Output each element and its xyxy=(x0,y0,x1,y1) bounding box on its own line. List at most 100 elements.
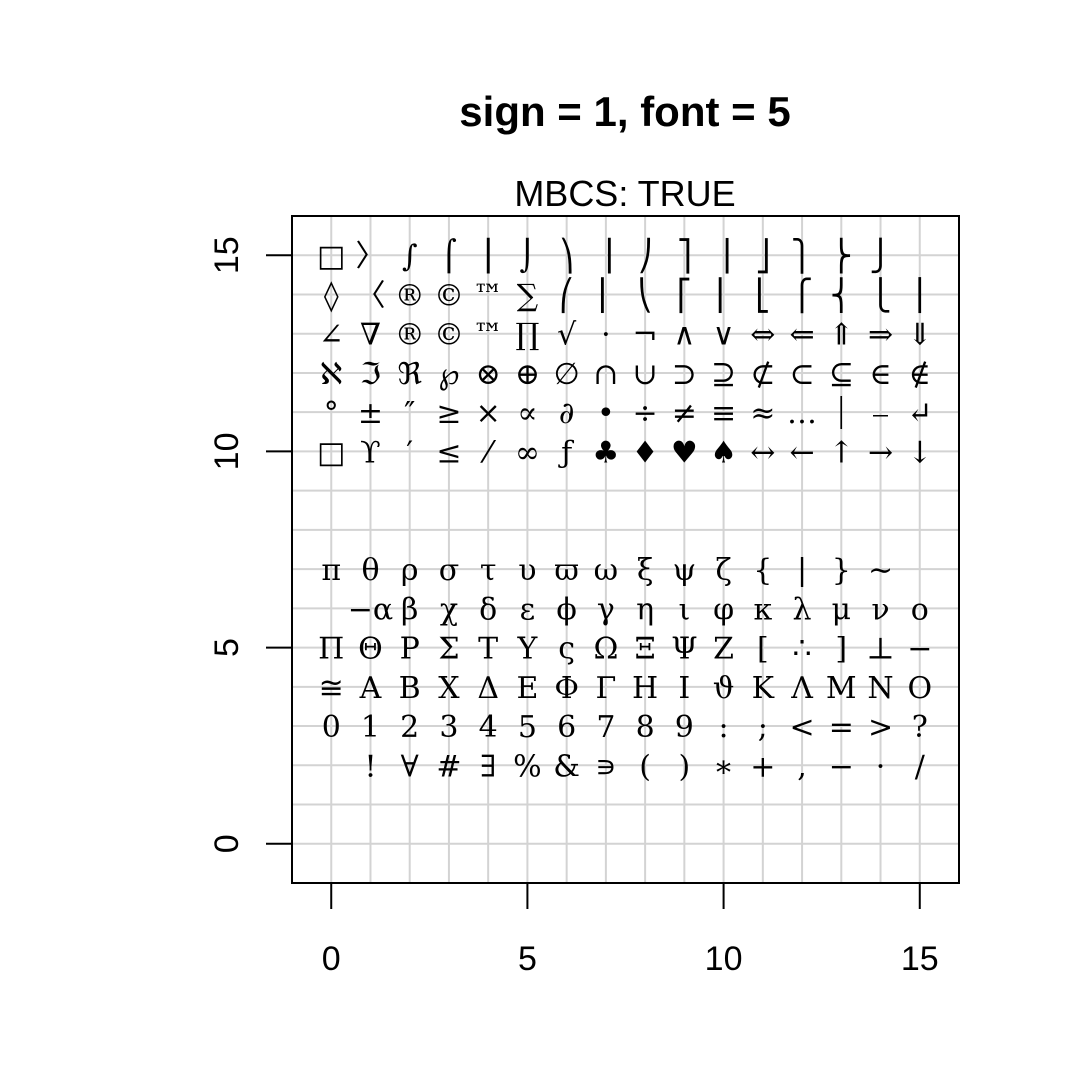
glyph-mark: ⇑ xyxy=(829,318,854,353)
glyph-mark: Ε xyxy=(516,671,538,706)
glyph-mark: Ι xyxy=(678,671,690,706)
glyph-mark: ⊂ xyxy=(789,357,814,392)
glyph-mark: 3 xyxy=(439,710,458,745)
glyph-mark: ς xyxy=(558,632,575,667)
y-axis: 0 5 10 15 xyxy=(208,236,293,853)
glyph-mark: ι xyxy=(678,592,690,627)
glyph-mark: ↔ xyxy=(750,435,775,470)
glyph-mark: γ xyxy=(597,592,615,627)
glyph-mark: ≅ xyxy=(319,671,344,706)
glyph-mark: Β xyxy=(399,671,421,706)
glyph-mark: ± xyxy=(358,396,383,431)
glyph-mark: χ xyxy=(440,592,458,627)
glyph-mark: □ xyxy=(317,239,345,274)
glyph-mark: ϒ xyxy=(360,435,381,470)
glyph-mark: ∈ xyxy=(869,357,891,392)
glyph-mark: ⊇ xyxy=(711,357,736,392)
glyph-mark: ∫ xyxy=(402,239,418,274)
glyph-mark: ⎭ xyxy=(869,237,892,274)
glyph-mark: · xyxy=(601,318,611,353)
glyph-mark: ϖ xyxy=(554,553,578,588)
glyph-mark: τ xyxy=(480,553,497,588)
glyph-mark: ≤ xyxy=(436,435,461,470)
y-tick-label: 0 xyxy=(208,834,246,853)
glyph-mark: ® xyxy=(395,278,425,313)
glyph-mark: < xyxy=(789,710,814,745)
glyph-mark: ∂ xyxy=(559,396,575,431)
glyph-mark: Ζ xyxy=(713,632,734,667)
glyph-mark: ⎩ xyxy=(869,276,892,313)
glyph-mark: ⎞ xyxy=(559,237,574,274)
glyph-mark: , xyxy=(797,749,807,784)
glyph-mark: ® xyxy=(395,318,425,353)
glyph-mark: μ xyxy=(832,592,852,627)
glyph-mark: ″ xyxy=(404,396,415,431)
glyph-mark: … xyxy=(787,396,817,431)
glyph-mark: ⎧ xyxy=(791,277,814,313)
glyph-mark: % xyxy=(513,749,542,784)
glyph-mark: ◊ xyxy=(324,278,339,313)
glyph-mark: 7 xyxy=(596,710,615,745)
glyph-mark: ϕ xyxy=(556,592,576,627)
glyph-mark: η xyxy=(636,592,654,627)
glyph-mark: ⁄ xyxy=(480,435,497,470)
glyph-mark: σ xyxy=(439,553,459,588)
glyph-mark: ⊕ xyxy=(515,357,540,392)
glyph-mark: Ψ xyxy=(671,632,697,667)
glyph-mark: 4 xyxy=(479,710,498,745)
glyph-mark: ⎬ xyxy=(830,237,853,274)
glyph-mark: − xyxy=(907,632,932,667)
glyph-mark: ∠ xyxy=(319,318,344,353)
glyph-mark: | xyxy=(797,553,807,588)
glyph-mark: ♣ xyxy=(592,435,619,470)
glyph-mark: ° xyxy=(324,396,339,431)
glyph-mark: 〉 xyxy=(355,239,385,274)
glyph-mark: ⇓ xyxy=(907,318,932,353)
glyph-mark: ψ xyxy=(673,553,697,588)
glyph-mark: ♥ xyxy=(671,435,698,470)
glyph-mark: ⎨ xyxy=(830,276,853,313)
glyph-mark: ⎥ xyxy=(716,237,731,274)
glyph-mark: 2 xyxy=(400,710,419,745)
glyph-mark: Ρ xyxy=(400,632,420,667)
grid-lines xyxy=(291,215,960,884)
glyph-mark: Η xyxy=(632,671,658,706)
glyph-mark: ∧ xyxy=(673,318,695,353)
x-tick-label: 5 xyxy=(518,940,537,978)
glyph-mark: { xyxy=(753,553,772,588)
glyph-mark: ∇ xyxy=(360,318,381,353)
glyph-mark: Δ xyxy=(477,671,499,706)
plot-frame xyxy=(291,215,960,884)
glyph-mark: ⊆ xyxy=(829,357,854,392)
glyph-mark: ) xyxy=(678,749,690,784)
glyph-mark: Ν xyxy=(867,671,893,706)
glyph-mark: ω xyxy=(594,553,618,588)
glyph-mark: + xyxy=(750,749,775,784)
glyph-mark: ] xyxy=(835,632,847,667)
glyph-mark: κ xyxy=(753,592,772,627)
glyph-mark: ⎯ xyxy=(873,396,888,431)
glyph-mark: 8 xyxy=(636,710,655,745)
glyph-mark: / xyxy=(915,749,926,784)
glyph-mark: ⊥ xyxy=(866,632,894,667)
glyph-mark: ∨ xyxy=(713,318,735,353)
glyph-mark: Μ xyxy=(826,671,857,706)
glyph-marks: □ 〉 ∫ ⌠ ⎮ ⌡ ⎞ ⎟ ⎠ ⎤ ⎥ ⎦ ⎫ ⎬ ⎭ ◊ 〈 ® © ™ ∑ ⎛ ⎜ ⎝ ⎡ ⎢ ⎣ ⎧ ⎨ ⎩ ⎪ ∠ ∇ ® © ™ ∏ √ · ¬… xyxy=(317,237,932,784)
glyph-mark: ⎪ xyxy=(909,276,932,313)
glyph-mark: ; xyxy=(758,710,768,745)
glyph-mark: θ xyxy=(361,553,379,588)
glyph-mark: ? xyxy=(912,710,928,745)
y-tick-label: 5 xyxy=(208,638,246,657)
glyph-mark: ÷ xyxy=(633,396,658,431)
glyph-mark: ∉ xyxy=(909,357,931,392)
glyph-mark: ℜ xyxy=(397,357,422,392)
glyph-mark: ← xyxy=(789,435,814,470)
glyph-mark: Π xyxy=(318,632,344,667)
glyph-mark: ∀ xyxy=(401,749,419,784)
glyph-mark: ∃ xyxy=(480,749,496,784)
glyph-mark: ∼ xyxy=(868,553,893,588)
glyph-mark: 6 xyxy=(557,710,576,745)
glyph-mark: ⏐ xyxy=(833,396,850,431)
glyph-mark: Ο xyxy=(907,671,932,706)
